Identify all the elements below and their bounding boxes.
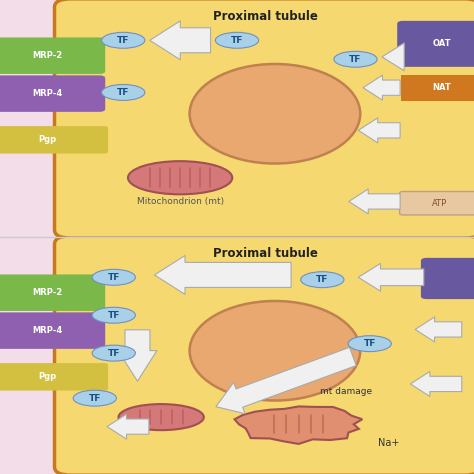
FancyBboxPatch shape xyxy=(0,363,108,391)
Ellipse shape xyxy=(118,404,204,430)
Text: TF: TF xyxy=(117,88,129,97)
Text: MRP-2: MRP-2 xyxy=(32,51,63,60)
Text: Mitochondrion (mt): Mitochondrion (mt) xyxy=(137,197,224,206)
Text: TF: TF xyxy=(364,339,376,348)
FancyBboxPatch shape xyxy=(400,191,474,215)
FancyBboxPatch shape xyxy=(0,37,105,74)
FancyBboxPatch shape xyxy=(0,75,105,112)
Text: Pgp: Pgp xyxy=(38,136,56,144)
Text: OAT: OAT xyxy=(432,39,451,48)
Ellipse shape xyxy=(128,161,232,194)
Ellipse shape xyxy=(92,307,136,323)
Text: Na+: Na+ xyxy=(378,438,400,448)
Text: Pgp: Pgp xyxy=(38,373,56,381)
Text: Proximal tubule: Proximal tubule xyxy=(213,10,318,23)
FancyBboxPatch shape xyxy=(55,0,474,238)
Ellipse shape xyxy=(101,32,145,48)
Text: TF: TF xyxy=(231,36,243,45)
Ellipse shape xyxy=(190,301,360,401)
Text: TF: TF xyxy=(108,273,120,282)
Text: NAT: NAT xyxy=(432,83,451,92)
Text: MRP-4: MRP-4 xyxy=(32,326,63,335)
Text: MRP-2: MRP-2 xyxy=(32,288,63,297)
Text: TF: TF xyxy=(316,275,328,284)
Text: ATP: ATP xyxy=(432,199,447,208)
FancyBboxPatch shape xyxy=(0,274,105,311)
FancyBboxPatch shape xyxy=(401,74,474,101)
Ellipse shape xyxy=(190,64,360,164)
Ellipse shape xyxy=(301,272,344,288)
Ellipse shape xyxy=(92,269,136,285)
FancyBboxPatch shape xyxy=(421,258,474,299)
FancyBboxPatch shape xyxy=(397,21,474,67)
Text: MRP-4: MRP-4 xyxy=(32,89,63,98)
Text: TF: TF xyxy=(349,55,362,64)
Text: mt damage: mt damage xyxy=(320,387,372,395)
Text: Proximal tubule: Proximal tubule xyxy=(213,247,318,260)
Ellipse shape xyxy=(101,84,145,100)
Ellipse shape xyxy=(334,51,377,67)
Text: TF: TF xyxy=(108,311,120,319)
Ellipse shape xyxy=(92,345,136,361)
Text: TF: TF xyxy=(117,36,129,45)
Ellipse shape xyxy=(215,32,259,48)
FancyBboxPatch shape xyxy=(0,312,105,349)
Polygon shape xyxy=(235,406,362,444)
Text: Na+: Na+ xyxy=(359,199,381,209)
Ellipse shape xyxy=(348,336,392,352)
Text: TF: TF xyxy=(108,349,120,357)
Ellipse shape xyxy=(73,390,117,406)
FancyBboxPatch shape xyxy=(55,236,474,474)
FancyBboxPatch shape xyxy=(0,126,108,154)
Text: TF: TF xyxy=(89,394,101,402)
